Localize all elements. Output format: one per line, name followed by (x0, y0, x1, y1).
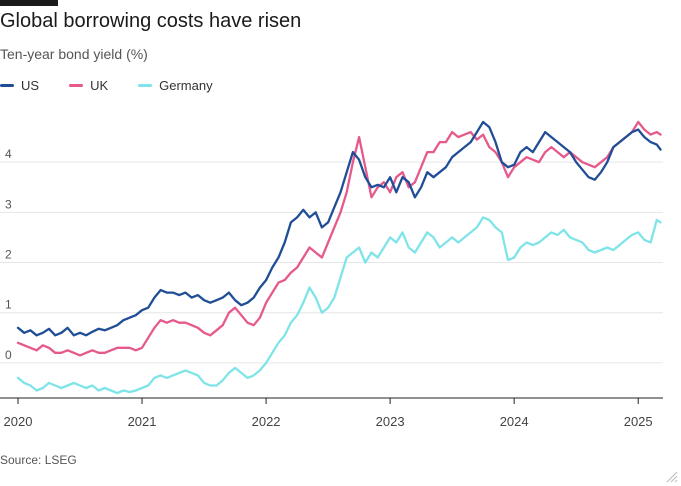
brand-bar (0, 0, 58, 6)
series-line-germany (16, 216, 662, 395)
legend-label-us: US (21, 78, 40, 93)
legend-label-germany: Germany (159, 78, 213, 93)
chart-title: Global borrowing costs have risen (0, 10, 302, 32)
x-tick-label: 2024 (500, 414, 529, 429)
legend-swatch-germany (138, 84, 153, 87)
resize-corner-icon (666, 471, 678, 483)
chart-subtitle: Ten-year bond yield (%) (0, 46, 148, 62)
x-tick-label: 2020 (4, 414, 33, 429)
y-tick-label: 1 (5, 298, 12, 312)
y-tick-label: 0 (5, 348, 12, 362)
y-tick-label: 3 (5, 197, 12, 211)
y-tick-label: 2 (5, 248, 12, 262)
legend-swatch-us (0, 84, 14, 87)
legend-item-germany: Germany (138, 78, 213, 93)
legend-label-uk: UK (90, 78, 109, 93)
x-tick-label: 2022 (252, 414, 281, 429)
legend-item-us: US (0, 78, 39, 93)
legend-item-uk: UK (69, 78, 108, 93)
x-tick-label: 2025 (624, 414, 653, 429)
source-note: Source: LSEG (0, 453, 77, 467)
x-tick-label: 2023 (376, 414, 405, 429)
chart-legend: US UK Germany (0, 78, 213, 93)
legend-swatch-uk (69, 84, 84, 87)
x-tick-label: 2021 (128, 414, 157, 429)
y-tick-label: 4 (5, 147, 12, 161)
series-line-us (16, 120, 662, 337)
series-line-uk (16, 120, 662, 357)
